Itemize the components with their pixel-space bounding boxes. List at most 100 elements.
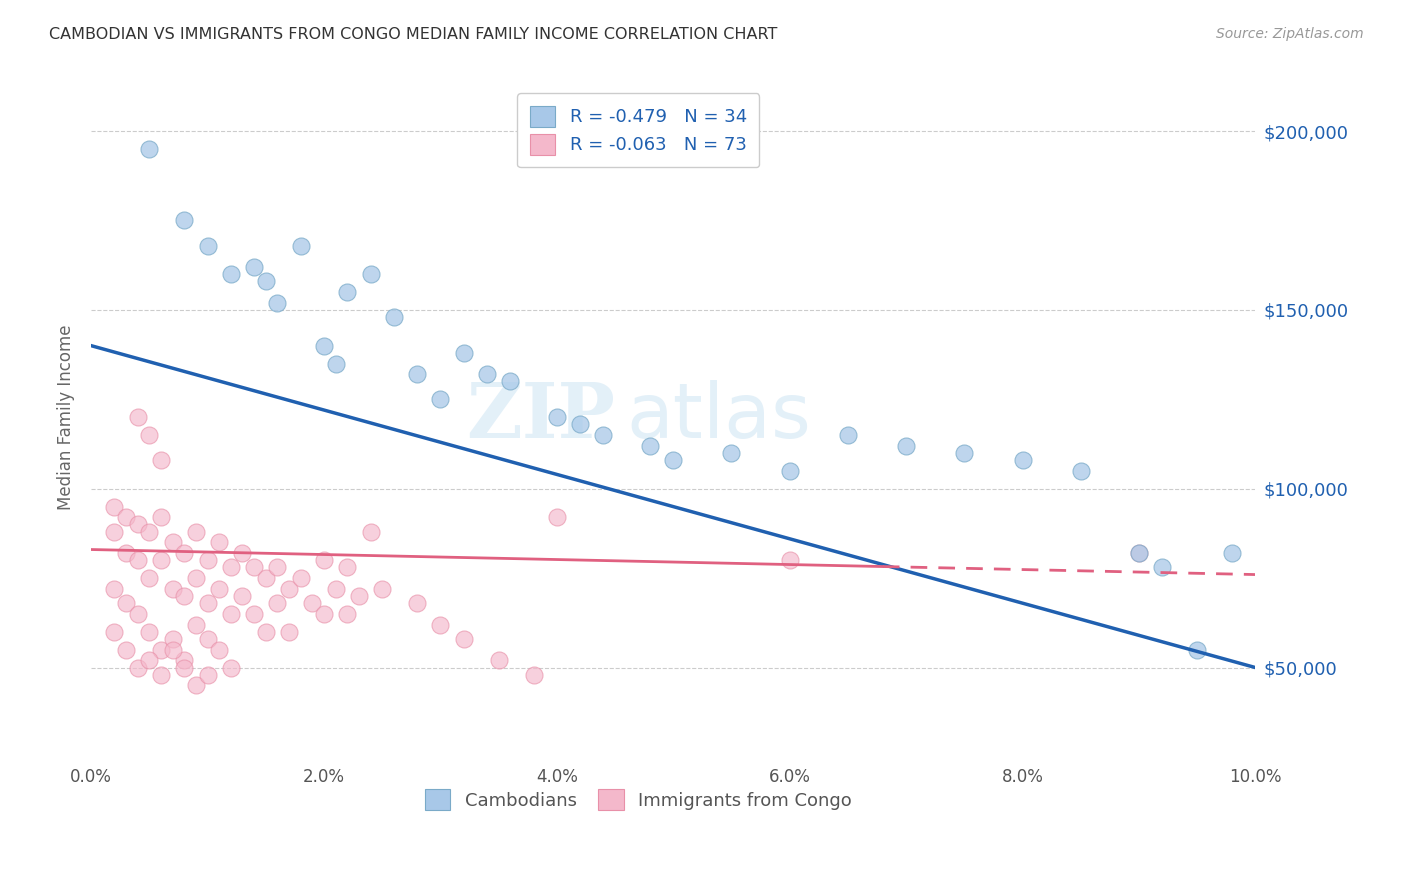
Point: [266, 596, 288, 610]
Point: [499, 375, 522, 389]
Point: [138, 571, 160, 585]
Point: [138, 142, 160, 156]
Point: [360, 524, 382, 539]
Point: [266, 560, 288, 574]
Point: [173, 213, 195, 227]
Point: [219, 607, 242, 621]
Point: [173, 660, 195, 674]
Point: [162, 582, 184, 596]
Point: [150, 510, 173, 524]
Point: [103, 524, 125, 539]
Point: [312, 339, 335, 353]
Point: [336, 285, 359, 299]
Point: [662, 453, 685, 467]
Text: ZIP: ZIP: [467, 380, 614, 454]
Point: [127, 517, 149, 532]
Point: [336, 560, 359, 574]
Point: [301, 596, 323, 610]
Point: [1220, 546, 1243, 560]
Point: [1128, 546, 1150, 560]
Point: [173, 546, 195, 560]
Point: [720, 446, 742, 460]
Text: Source: ZipAtlas.com: Source: ZipAtlas.com: [1216, 27, 1364, 41]
Point: [219, 267, 242, 281]
Point: [325, 357, 347, 371]
Point: [453, 346, 475, 360]
Point: [127, 607, 149, 621]
Legend: Cambodians, Immigrants from Congo: Cambodians, Immigrants from Congo: [412, 777, 865, 822]
Point: [429, 392, 451, 407]
Point: [325, 582, 347, 596]
Point: [219, 560, 242, 574]
Point: [254, 274, 277, 288]
Point: [115, 510, 138, 524]
Point: [173, 653, 195, 667]
Point: [1011, 453, 1033, 467]
Point: [1185, 642, 1208, 657]
Point: [312, 607, 335, 621]
Point: [115, 642, 138, 657]
Point: [371, 582, 394, 596]
Point: [231, 589, 253, 603]
Point: [488, 653, 510, 667]
Point: [103, 500, 125, 514]
Point: [1128, 546, 1150, 560]
Point: [115, 596, 138, 610]
Point: [429, 617, 451, 632]
Point: [197, 632, 219, 646]
Point: [546, 410, 568, 425]
Point: [197, 553, 219, 567]
Point: [197, 596, 219, 610]
Point: [219, 660, 242, 674]
Point: [184, 617, 207, 632]
Point: [184, 571, 207, 585]
Point: [1070, 464, 1092, 478]
Point: [779, 553, 801, 567]
Point: [347, 589, 370, 603]
Point: [127, 660, 149, 674]
Point: [406, 596, 429, 610]
Point: [382, 310, 405, 324]
Point: [208, 535, 231, 549]
Point: [115, 546, 138, 560]
Point: [278, 624, 301, 639]
Point: [254, 571, 277, 585]
Point: [138, 624, 160, 639]
Point: [103, 582, 125, 596]
Point: [638, 439, 661, 453]
Point: [127, 410, 149, 425]
Point: [243, 607, 266, 621]
Point: [150, 667, 173, 681]
Point: [290, 571, 312, 585]
Point: [592, 428, 614, 442]
Point: [312, 553, 335, 567]
Point: [475, 368, 498, 382]
Text: CAMBODIAN VS IMMIGRANTS FROM CONGO MEDIAN FAMILY INCOME CORRELATION CHART: CAMBODIAN VS IMMIGRANTS FROM CONGO MEDIA…: [49, 27, 778, 42]
Point: [162, 535, 184, 549]
Point: [208, 582, 231, 596]
Point: [290, 238, 312, 252]
Point: [197, 238, 219, 252]
Point: [103, 624, 125, 639]
Point: [894, 439, 917, 453]
Point: [127, 553, 149, 567]
Point: [138, 524, 160, 539]
Text: atlas: atlas: [627, 380, 811, 454]
Point: [197, 667, 219, 681]
Point: [243, 560, 266, 574]
Point: [150, 453, 173, 467]
Point: [1152, 560, 1174, 574]
Point: [138, 428, 160, 442]
Point: [138, 653, 160, 667]
Point: [254, 624, 277, 639]
Point: [522, 667, 544, 681]
Point: [150, 642, 173, 657]
Point: [953, 446, 976, 460]
Point: [779, 464, 801, 478]
Point: [208, 642, 231, 657]
Point: [837, 428, 859, 442]
Point: [184, 524, 207, 539]
Point: [173, 589, 195, 603]
Point: [336, 607, 359, 621]
Point: [150, 553, 173, 567]
